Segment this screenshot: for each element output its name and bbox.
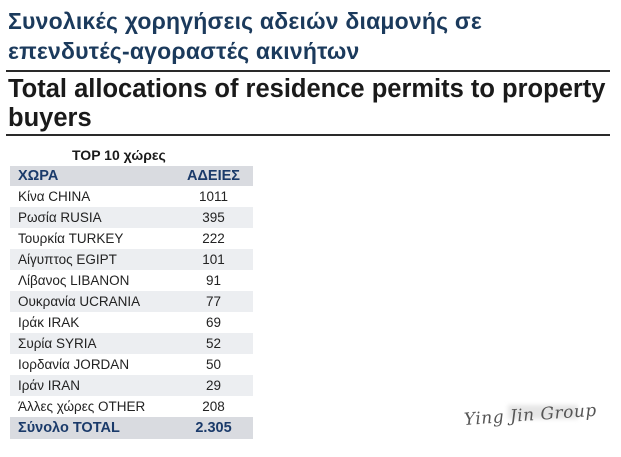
table-row: Ιορδανία JORDAN 50 — [10, 354, 253, 375]
row-country: Αίγυπτος EGIPT — [10, 249, 175, 270]
table-row: Ρωσία RUSIA 395 — [10, 207, 253, 228]
table-header-row: ΧΩΡΑ ΑΔΕΙΕΣ — [10, 166, 253, 186]
permits-table: ΧΩΡΑ ΑΔΕΙΕΣ Κίνα CHINA 1011 Ρωσία RUSIA … — [10, 166, 253, 439]
header-permits: ΑΔΕΙΕΣ — [174, 166, 253, 186]
row-country: Συρία SYRIA — [10, 333, 175, 354]
divider-top — [6, 70, 610, 72]
row-permits: 208 — [174, 396, 253, 417]
table-row: Τουρκία TURKEY 222 — [10, 228, 253, 249]
row-permits: 29 — [174, 375, 253, 396]
row-country: Τουρκία TURKEY — [10, 228, 175, 249]
row-country: Ρωσία RUSIA — [10, 207, 175, 228]
table-row: Κίνα CHINA 1011 — [10, 186, 253, 207]
row-permits: 50 — [174, 354, 253, 375]
row-country: Κίνα CHINA — [10, 186, 175, 207]
watermark-blur — [508, 405, 578, 419]
title-english: Total allocations of residence permits t… — [8, 75, 606, 132]
row-country: Ουκρανία UCRANIA — [10, 291, 175, 312]
total-label: Σύνολο TOTAL — [10, 417, 175, 439]
watermark: Ying Jin Group — [463, 400, 598, 430]
table-row: Άλλες χώρες OTHER 208 — [10, 396, 253, 417]
table-row: Ιράκ IRAK 69 — [10, 312, 253, 333]
row-permits: 69 — [174, 312, 253, 333]
table-row: Λίβανος LIBANON 91 — [10, 270, 253, 291]
table-row: Συρία SYRIA 52 — [10, 333, 253, 354]
table-subtitle: TOP 10 χώρες — [72, 147, 166, 163]
total-value: 2.305 — [174, 417, 253, 439]
row-permits: 101 — [174, 249, 253, 270]
row-country: Ιράκ IRAK — [10, 312, 175, 333]
row-country: Ιράν IRAN — [10, 375, 175, 396]
title-greek: Συνολικές χορηγήσεις αδειών διαμονής σε … — [8, 8, 482, 64]
row-country: Λίβανος LIBANON — [10, 270, 175, 291]
table-total-row: Σύνολο TOTAL 2.305 — [10, 417, 253, 439]
row-country: Άλλες χώρες OTHER — [10, 396, 175, 417]
row-permits: 222 — [174, 228, 253, 249]
header-country: ΧΩΡΑ — [10, 166, 175, 186]
divider-bottom — [6, 134, 610, 136]
row-permits: 1011 — [174, 186, 253, 207]
row-permits: 91 — [174, 270, 253, 291]
table-row: Ουκρανία UCRANIA 77 — [10, 291, 253, 312]
table-row: Ιράν IRAN 29 — [10, 375, 253, 396]
row-permits: 77 — [174, 291, 253, 312]
row-country: Ιορδανία JORDAN — [10, 354, 175, 375]
row-permits: 52 — [174, 333, 253, 354]
table-row: Αίγυπτος EGIPT 101 — [10, 249, 253, 270]
row-permits: 395 — [174, 207, 253, 228]
